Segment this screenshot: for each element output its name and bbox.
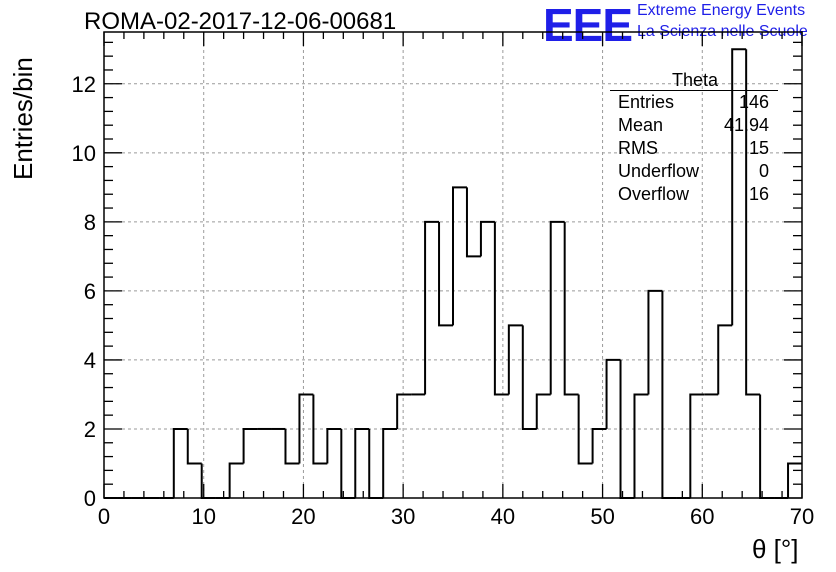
stats-value: 41.94	[723, 115, 769, 135]
histogram-bin	[354, 427, 370, 498]
stats-value: 0	[758, 161, 769, 181]
stats-box-title: Theta	[671, 70, 719, 90]
stats-box-divider	[610, 90, 778, 91]
histogram-bin	[242, 427, 258, 464]
histogram-bin	[731, 48, 747, 326]
histogram-bin	[661, 290, 677, 499]
histogram-bin	[535, 393, 551, 429]
histogram-bin	[396, 393, 412, 429]
histogram-bin	[633, 393, 649, 498]
y-tick-label: 2	[84, 417, 96, 442]
stats-label: Mean	[618, 115, 664, 135]
y-tick-label: 6	[84, 279, 96, 304]
stats-label: Overflow	[618, 184, 690, 204]
histogram-bin	[577, 394, 593, 465]
histogram-bin	[759, 394, 775, 499]
histogram-bin	[605, 358, 621, 429]
histogram-bin	[186, 428, 202, 465]
histogram-bin	[340, 428, 356, 499]
x-tick-label: 70	[790, 504, 814, 529]
stats-label: Entries	[618, 92, 675, 112]
stats-value: 16	[748, 184, 769, 204]
histogram-bin	[326, 427, 342, 464]
histogram-bin	[647, 289, 663, 395]
histogram-bin	[438, 221, 453, 327]
plot-frame	[103, 31, 803, 499]
eee-logo: EEE	[543, 0, 633, 51]
histogram-bin	[507, 324, 523, 395]
stats-row-entries: Entries 146	[610, 91, 778, 114]
histogram-bin	[787, 462, 802, 498]
histogram-bin	[549, 220, 565, 395]
histogram-bin	[493, 221, 509, 396]
histogram-bin	[312, 394, 328, 465]
y-tick-label: 8	[84, 210, 96, 235]
x-tick-label: 40	[491, 504, 515, 529]
histogram-bin	[465, 187, 481, 258]
stats-value: 146	[738, 92, 769, 112]
y-tick-label: 4	[84, 348, 96, 373]
histogram-bin	[479, 220, 495, 257]
histogram-bin	[424, 220, 440, 395]
stats-label: Underflow	[618, 161, 700, 181]
y-tick-label: 10	[72, 141, 96, 166]
histogram-bin	[284, 428, 300, 465]
x-tick-label: 60	[690, 504, 714, 529]
histogram-bin	[521, 325, 537, 430]
histogram-bin	[745, 49, 761, 396]
histogram-bin	[452, 186, 467, 326]
x-tick-label: 30	[391, 504, 415, 529]
stats-row-mean: Mean 41.94	[610, 114, 778, 137]
histogram-bin	[172, 427, 188, 498]
stats-label: RMS	[618, 138, 658, 158]
stats-row-underflow: Underflow 0	[610, 160, 778, 183]
x-tick-label: 50	[590, 504, 614, 529]
logo-subtitle-line1: Extreme Energy Events	[637, 2, 806, 19]
stats-row-rms: RMS 15	[610, 137, 778, 160]
histogram-bin	[591, 427, 607, 464]
histogram-bin	[689, 393, 705, 498]
x-tick-label: 20	[291, 504, 315, 529]
stats-box: Theta Entries 146 Mean 41.94 RMS 15 Unde…	[610, 70, 778, 206]
histogram-bin	[298, 393, 314, 464]
x-axis-label: θ [°]	[752, 534, 799, 564]
histogram-bin	[717, 324, 733, 395]
histogram-bin	[368, 428, 384, 499]
x-tick-label: 10	[191, 504, 215, 529]
chart-title: ROMA-02-2017-12-06-00681	[84, 8, 397, 35]
histogram-bin	[563, 221, 579, 396]
y-tick-label: 12	[72, 72, 96, 97]
histogram-bin	[382, 427, 398, 498]
y-tick-label: 0	[84, 486, 96, 511]
stats-row-overflow: Overflow 16	[610, 183, 778, 206]
histogram-bin	[228, 462, 244, 498]
stats-value: 15	[748, 138, 769, 158]
x-tick-label: 0	[98, 504, 110, 529]
